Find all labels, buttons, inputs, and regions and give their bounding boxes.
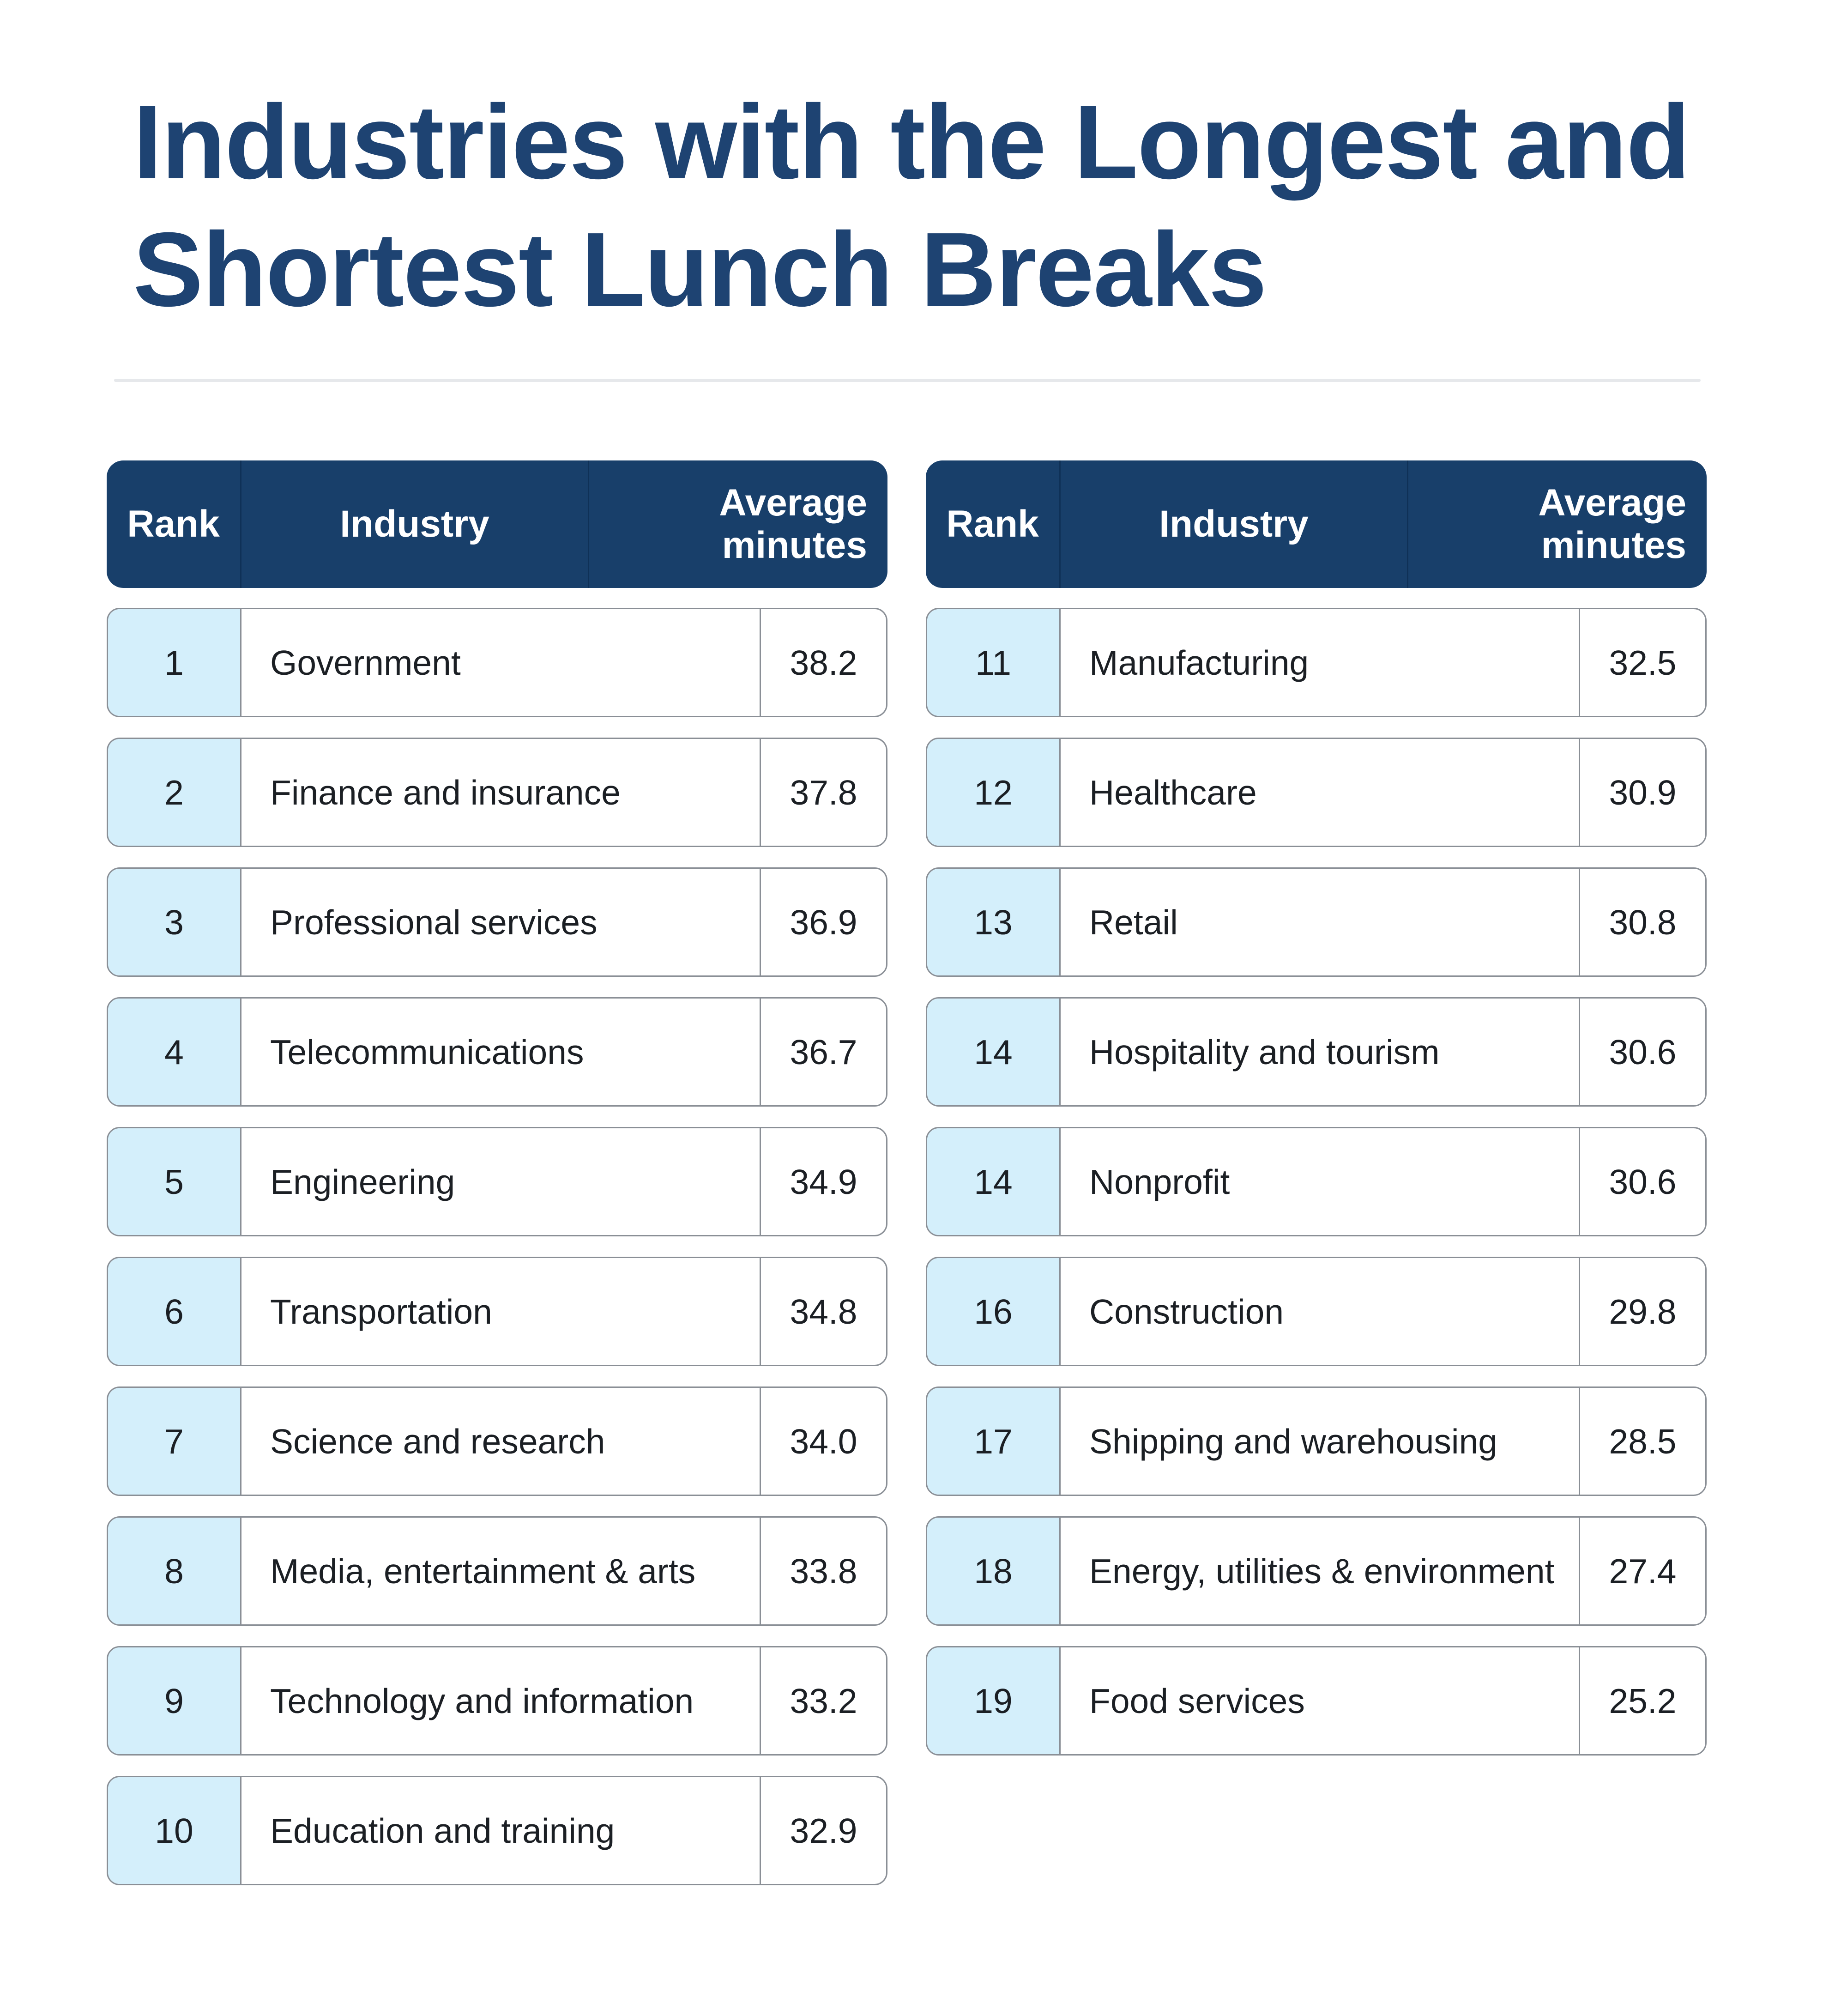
rank-cell: 18 [927,1518,1061,1624]
table-row: 5 Engineering 34.9 [107,1127,887,1236]
minutes-cell: 30.6 [1609,1032,1677,1072]
minutes-cell: 32.9 [790,1811,857,1850]
table-row: 14 Nonprofit 30.6 [926,1127,1707,1236]
industry-cell: Finance and insurance [241,739,761,846]
header-industry: Industry [1059,460,1407,588]
rank-cell: 7 [108,1388,241,1495]
table-row: 12 Healthcare 30.9 [926,738,1707,847]
minutes-cell: 25.2 [1609,1681,1677,1720]
rank-cell: 9 [108,1647,241,1754]
rank-cell: 13 [927,869,1061,975]
table-row: 3 Professional services 36.9 [107,867,887,977]
rank-cell: 3 [108,869,241,975]
minutes-cell: 34.9 [790,1162,857,1201]
table-row: 6 Transportation 34.8 [107,1257,887,1366]
ranking-table-right: Rank Industry Average minutes 11 Manufact… [926,460,1707,1776]
title-line-2: Shortest Lunch Breaks [133,211,1267,328]
table-rows: 1 Government 38.2 2 Finance and insurance 37.… [107,608,887,1885]
table-row: 1 Government 38.2 [107,608,887,717]
header-average-line-1: Average [1538,482,1686,524]
header-average-line-2: minutes [1541,524,1686,566]
minutes-cell: 33.8 [790,1551,857,1591]
rank-cell: 5 [108,1128,241,1235]
minutes-cell: 34.0 [790,1422,857,1461]
table-row: 7 Science and research 34.0 [107,1386,887,1496]
title-line-1: Industries with the Longest and [133,84,1690,201]
minutes-cell: 36.9 [790,902,857,942]
rank-cell: 14 [927,999,1061,1105]
header-industry: Industry [240,460,588,588]
industry-cell: Transportation [241,1258,761,1365]
table-row: 4 Telecommunications 36.7 [107,997,887,1107]
page-title: Industries with the Longest and Shortest… [133,79,1749,333]
table-row: 19 Food services 25.2 [926,1646,1707,1756]
industry-cell: Energy, utilities & environment [1061,1518,1580,1624]
table-row: 8 Media, entertainment & arts 33.8 [107,1516,887,1626]
industry-cell: Education and training [241,1777,761,1884]
industry-cell: Manufacturing [1061,609,1580,716]
rank-cell: 11 [927,609,1061,716]
table-row: 16 Construction 29.8 [926,1257,1707,1366]
industry-cell: Engineering [241,1128,761,1235]
table-row: 11 Manufacturing 32.5 [926,608,1707,717]
industry-cell: Nonprofit [1061,1128,1580,1235]
rank-cell: 6 [108,1258,241,1365]
table-row: 18 Energy, utilities & environment 27.4 [926,1516,1707,1626]
rank-cell: 8 [108,1518,241,1624]
header-average-minutes: Average minutes [1407,460,1707,588]
industry-cell: Retail [1061,869,1580,975]
rank-cell: 16 [927,1258,1061,1365]
header-rank: Rank [946,503,1039,545]
rank-cell: 12 [927,739,1061,846]
table-row: 10 Education and training 32.9 [107,1776,887,1885]
rank-cell: 10 [108,1777,241,1884]
table-header: Rank Industry Average minutes [107,460,887,588]
divider [114,379,1701,382]
minutes-cell: 30.8 [1609,902,1677,942]
header-average-line-2: minutes [722,524,867,566]
minutes-cell: 34.8 [790,1292,857,1331]
header-rank: Rank [127,503,220,545]
rank-cell: 1 [108,609,241,716]
rank-cell: 19 [927,1647,1061,1754]
industry-cell: Media, entertainment & arts [241,1518,761,1624]
industry-cell: Hospitality and tourism [1061,999,1580,1105]
rank-cell: 14 [927,1128,1061,1235]
industry-cell: Telecommunications [241,999,761,1105]
ranking-table-left: Rank Industry Average minutes 1 Governmen… [107,460,887,1906]
rank-cell: 4 [108,999,241,1105]
minutes-cell: 32.5 [1609,643,1677,682]
industry-cell: Healthcare [1061,739,1580,846]
rank-cell: 17 [927,1388,1061,1495]
header-average-minutes: Average minutes [588,460,887,588]
minutes-cell: 37.8 [790,773,857,812]
minutes-cell: 36.7 [790,1032,857,1072]
minutes-cell: 30.9 [1609,773,1677,812]
table-row: 2 Finance and insurance 37.8 [107,738,887,847]
minutes-cell: 28.5 [1609,1422,1677,1461]
table-row: 14 Hospitality and tourism 30.6 [926,997,1707,1107]
industry-cell: Science and research [241,1388,761,1495]
minutes-cell: 27.4 [1609,1551,1677,1591]
table-row: 13 Retail 30.8 [926,867,1707,977]
table-row: 9 Technology and information 33.2 [107,1646,887,1756]
table-row: 17 Shipping and warehousing 28.5 [926,1386,1707,1496]
table-rows: 11 Manufacturing 32.5 12 Healthcare 30.9 13 Ret… [926,608,1707,1756]
industry-cell: Construction [1061,1258,1580,1365]
minutes-cell: 30.6 [1609,1162,1677,1201]
minutes-cell: 33.2 [790,1681,857,1720]
header-average-line-1: Average [719,482,867,524]
industry-cell: Shipping and warehousing [1061,1388,1580,1495]
minutes-cell: 29.8 [1609,1292,1677,1331]
industry-cell: Government [241,609,761,716]
industry-cell: Technology and information [241,1647,761,1754]
table-header: Rank Industry Average minutes [926,460,1707,588]
minutes-cell: 38.2 [790,643,857,682]
industry-cell: Food services [1061,1647,1580,1754]
rank-cell: 2 [108,739,241,846]
industry-cell: Professional services [241,869,761,975]
